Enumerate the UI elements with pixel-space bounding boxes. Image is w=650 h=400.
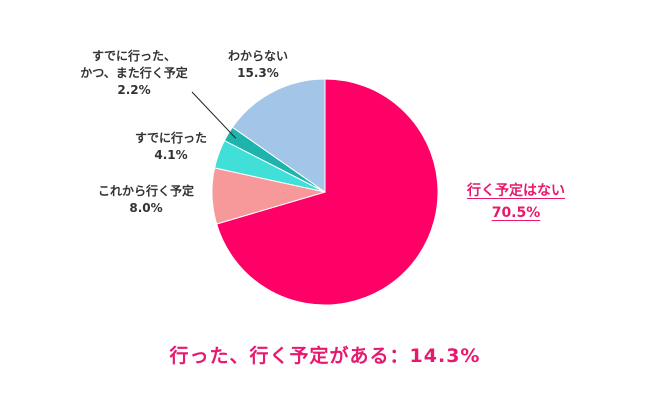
slice-label-went-and-will-go-again: すでに行った、 かつ、また行く予定 2.2% [54,48,214,99]
slice-label-already-went-name: すでに行った [134,131,208,145]
slice-label-already-went: すでに行った 4.1% [116,130,226,164]
slice-label-not-planning-value: 70.5% [491,205,541,221]
leader-line [191,91,237,139]
slice-label-planning-to-go-value: 8.0% [129,201,163,215]
pie-slices [211,78,439,306]
slice-not-planning [216,78,439,306]
slice-label-dont-know: わからない 15.3% [208,48,308,82]
slice-label-dont-know-name: わからない [227,49,288,63]
slice-label-planning-to-go: これから行く予定 8.0% [86,183,206,217]
slice-label-went-and-will-go-again-line2: かつ、また行く予定 [80,66,188,80]
slice-label-not-planning-name: 行く予定はない [467,183,565,199]
slice-label-planning-to-go-name: これから行く予定 [97,184,194,198]
slice-label-dont-know-value: 15.3% [237,66,279,80]
slice-dont-know [231,78,326,193]
slice-label-went-and-will-go-again-value: 2.2% [117,83,151,97]
slice-label-not-planning: 行く予定はない 70.5% [456,180,576,224]
summary-annotation: 行った、行く予定がある：14.3% [169,345,481,367]
slice-label-already-went-value: 4.1% [154,148,188,162]
slice-label-went-and-will-go-again-line1: すでに行った、 [91,49,177,63]
